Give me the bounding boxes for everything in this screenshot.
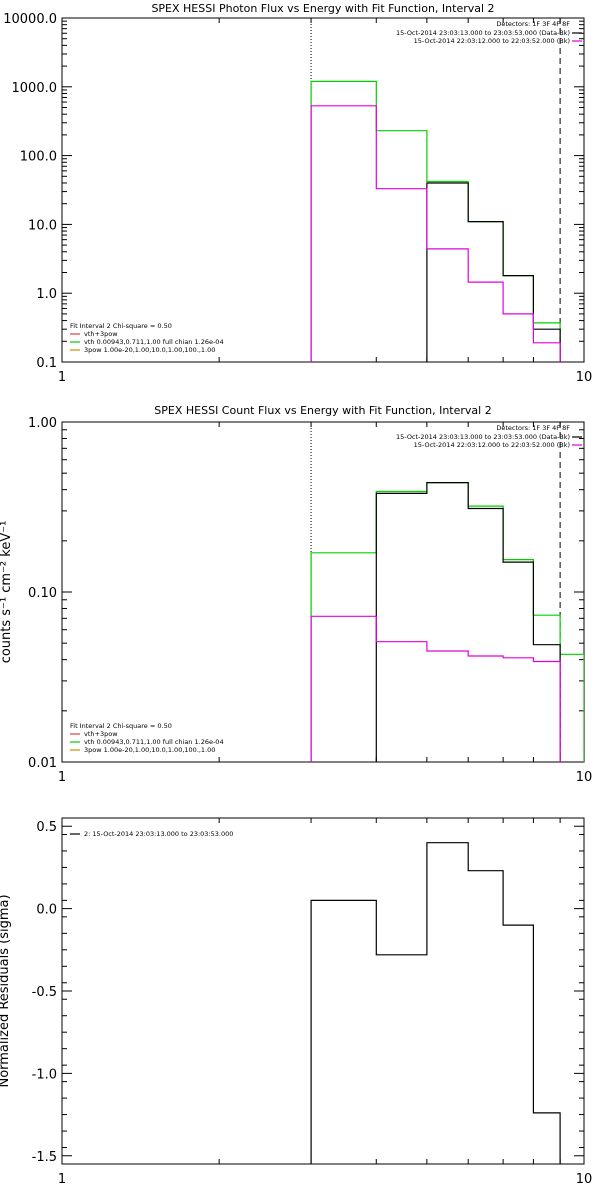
y-tick-label: 1.0 [36,287,57,302]
x-tick-label: 10 [576,370,593,385]
y-tick-label: 1.00 [28,416,57,431]
plot-area [310,842,561,1164]
y-tick-label: 0.10 [28,586,57,601]
legend-entry-text: 15-Oct-2014 22:03:12.000 to 22:03:52.000… [414,37,570,45]
x-tick-label: 1 [58,770,66,785]
legend-entry-text: 15-Oct-2014 23:03:13.000 to 23:03:53.000… [396,433,570,441]
fit-legend-text: vth+3pow [84,330,118,338]
x-tick-label: 1 [58,1172,66,1187]
y-tick-label: -0.5 [32,985,57,1000]
series-0-step-line [310,842,561,1164]
fit-legend-header: Fit Interval 2 Chi-square = 0.50 [70,322,172,330]
fit-legend-text: vth+3pow [84,730,118,738]
chart-title: SPEX HESSI Count Flux vs Energy with Fit… [154,404,491,417]
x-tick-label: 1 [58,370,66,385]
plot-area [310,422,584,762]
y-tick-label: 0.0 [36,903,57,918]
legend-entry-text: 15-Oct-2014 23:03:13.000 to 23:03:53.000… [396,29,570,37]
fit-legend-text: vth 0.00943,0.711,1.00 full chian 1.26e-… [84,338,224,346]
y-tick-label: 100.0 [20,150,57,165]
count-flux-panel: SPEX HESSI Count Flux vs Energy with Fit… [0,404,592,785]
residuals-panel: 1 10 -1.5 -1.0 -0.5 0.0 0.5 Normalized Residual… [0,817,593,1187]
residual-legend-text: 2: 15-Oct-2014 23:03:13.000 to 23:03:53.… [84,830,233,838]
fit-legend-text: 3pow 1.00e-20,1.00,10.0,1.00,100.,1.00 [84,346,215,354]
y-tick-label: -1.0 [32,1067,57,1082]
series-1-step-line [426,182,561,362]
y-tick-label: 0.01 [28,756,57,771]
x-tick-label: 10 [576,770,593,785]
photon-flux-panel: SPEX HESSI Photon Flux vs Energy with Fi… [3,2,592,385]
y-tick-label: 0.5 [36,820,57,835]
series-1-step-line [375,482,561,762]
fit-legend-header: Fit Interval 2 Chi-square = 0.50 [70,722,172,730]
series-2-step-line [310,615,561,762]
y-tick-label: 0.1 [36,356,57,371]
x-tick-label: 10 [576,1172,593,1187]
y-tick-label: 10000.0 [3,12,57,27]
legend-header: Detectors: 1F 3F 4F 8F [496,424,570,432]
fit-legend-text: vth 0.00943,0.711,1.00 full chian 1.26e-… [84,738,224,746]
fit-legend-text: 3pow 1.00e-20,1.00,10.0,1.00,100.,1.00 [84,746,215,754]
plot-area [310,18,561,362]
plot-frame [61,17,585,363]
series-2-step-line [310,105,561,362]
y-axis-label: counts s⁻¹ cm⁻² keV⁻¹ [0,521,14,664]
y-tick-label: -1.5 [32,1150,57,1165]
chart-title: SPEX HESSI Photon Flux vs Energy with Fi… [151,2,494,15]
y-tick-label: 1000.0 [12,81,58,96]
legend-entry-text: 15-Oct-2014 22:03:12.000 to 22:03:52.000… [414,441,570,449]
y-tick-label: 10.0 [28,218,57,233]
y-axis-label: Normalized Residuals (sigma) [0,894,12,1087]
legend-header: Detectors: 1F 3F 4F 8F [496,20,570,28]
